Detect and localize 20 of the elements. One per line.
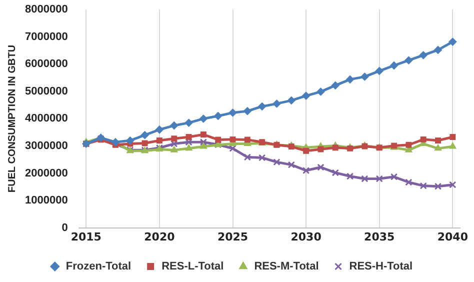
y-tick-label: 3000000 — [24, 140, 68, 152]
x-tick-label: 2030 — [290, 230, 322, 244]
legend-label: Frozen-Total — [66, 260, 132, 273]
x-tick-label: 2035 — [364, 230, 395, 244]
y-tick-label: 2000000 — [24, 167, 68, 180]
legend-label: RES-L-Total — [162, 260, 224, 273]
y-tick-label: 1000000 — [24, 194, 68, 207]
legend-label: RES-H-Total — [349, 260, 413, 273]
y-tick-label: 0 — [62, 222, 68, 234]
x-tick-label: 2020 — [144, 230, 176, 244]
y-axis-title: FUEL CONSUMPTION IN GBTU — [6, 44, 18, 192]
legend-label: RES-M-Total — [254, 260, 319, 273]
x-tick-label: 2025 — [217, 230, 248, 244]
x-tick-label: 2015 — [70, 230, 102, 244]
x-tick-label: 2040 — [437, 230, 468, 244]
y-tick-label: 7000000 — [24, 30, 68, 43]
y-tick-label: 5000000 — [24, 85, 68, 98]
y-tick-label: 4000000 — [24, 112, 68, 125]
y-tick-label: 8000000 — [24, 4, 68, 16]
y-tick-label: 6000000 — [24, 58, 68, 70]
